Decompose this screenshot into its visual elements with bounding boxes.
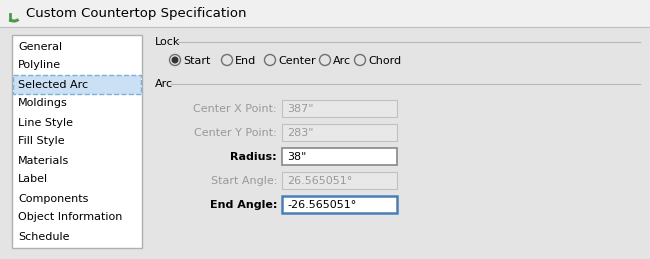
Text: Object Information: Object Information bbox=[18, 212, 122, 222]
Text: Center X Point:: Center X Point: bbox=[194, 104, 277, 113]
FancyBboxPatch shape bbox=[282, 148, 397, 165]
Text: Start Angle:: Start Angle: bbox=[211, 176, 277, 185]
Text: Lock: Lock bbox=[155, 37, 181, 47]
FancyBboxPatch shape bbox=[13, 75, 141, 94]
Text: Line Style: Line Style bbox=[18, 118, 73, 127]
FancyBboxPatch shape bbox=[12, 35, 142, 248]
Text: Start: Start bbox=[183, 55, 211, 66]
Text: End Angle:: End Angle: bbox=[209, 199, 277, 210]
FancyBboxPatch shape bbox=[282, 172, 397, 189]
Circle shape bbox=[265, 54, 276, 66]
Text: 387": 387" bbox=[287, 104, 313, 113]
Text: Arc: Arc bbox=[333, 55, 351, 66]
Text: Chord: Chord bbox=[368, 55, 401, 66]
FancyBboxPatch shape bbox=[282, 100, 397, 117]
FancyBboxPatch shape bbox=[0, 0, 650, 28]
Text: Schedule: Schedule bbox=[18, 232, 70, 241]
FancyBboxPatch shape bbox=[282, 196, 397, 213]
Text: End: End bbox=[235, 55, 256, 66]
Text: Arc: Arc bbox=[155, 79, 173, 89]
FancyBboxPatch shape bbox=[282, 124, 397, 141]
Text: -26.565051°: -26.565051° bbox=[287, 199, 356, 210]
Text: Center: Center bbox=[278, 55, 316, 66]
Text: General: General bbox=[18, 41, 62, 52]
Text: Components: Components bbox=[18, 193, 88, 204]
Text: Center Y Point:: Center Y Point: bbox=[194, 127, 277, 138]
Circle shape bbox=[222, 54, 233, 66]
Text: Fill Style: Fill Style bbox=[18, 136, 64, 147]
Circle shape bbox=[354, 54, 365, 66]
Text: Radius:: Radius: bbox=[230, 152, 277, 162]
Text: Label: Label bbox=[18, 175, 48, 184]
Circle shape bbox=[172, 57, 178, 63]
Text: Polyline: Polyline bbox=[18, 61, 61, 70]
Text: 38": 38" bbox=[287, 152, 306, 162]
Circle shape bbox=[170, 54, 181, 66]
Text: Selected Arc: Selected Arc bbox=[18, 80, 88, 90]
Text: Materials: Materials bbox=[18, 155, 70, 166]
Circle shape bbox=[320, 54, 330, 66]
Text: 283": 283" bbox=[287, 127, 313, 138]
Text: Custom Countertop Specification: Custom Countertop Specification bbox=[26, 8, 246, 20]
Text: Moldings: Moldings bbox=[18, 98, 68, 109]
Text: 26.565051°: 26.565051° bbox=[287, 176, 352, 185]
